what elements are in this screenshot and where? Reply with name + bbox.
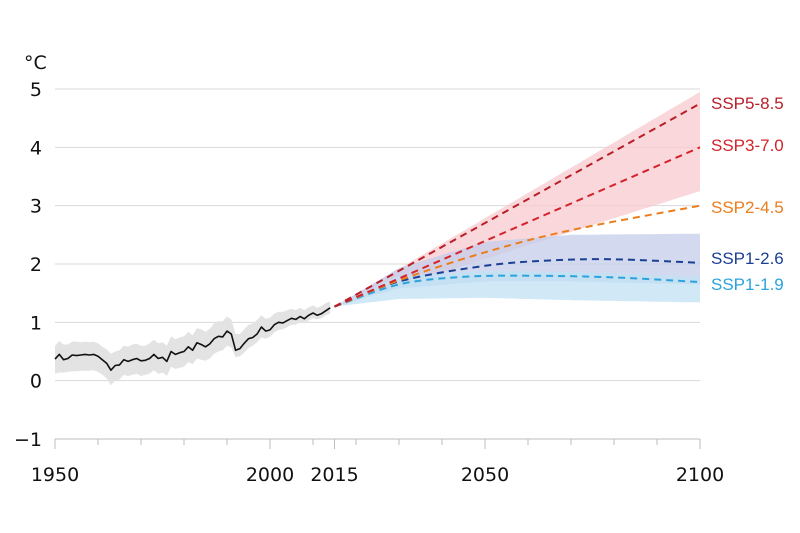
- y-tick-label: 3: [30, 196, 42, 218]
- series-label-ssp3-7.0: SSP3-7.0: [711, 136, 784, 155]
- series-line-ssp5-8.5: [334, 102, 701, 308]
- labels: −1 0 1 2 3 4 5 1950 2000 2015 2050 2100 SSP5-8.5 SSP3…: [14, 79, 784, 486]
- scenario-range-band-0: [334, 91, 700, 307]
- scenario-range-band-1: [334, 233, 700, 307]
- x-tick-label: 2050: [461, 464, 509, 486]
- y-tick-label: −1: [14, 429, 42, 451]
- historical-range-band: [55, 301, 331, 386]
- series-label-ssp2-4.5: SSP2-4.5: [711, 198, 784, 217]
- grid-layer: [55, 88, 700, 382]
- series-label-ssp1-1.9: SSP1-1.9: [711, 275, 784, 294]
- series-label-ssp5-8.5: SSP5-8.5: [711, 94, 784, 113]
- x-tick-label: 2015: [310, 464, 358, 486]
- series-line-ssp1-1.9: [334, 274, 701, 308]
- historical-line: [54, 307, 331, 371]
- x-tick-label: 2000: [246, 464, 294, 486]
- y-axis-unit-label: °C: [24, 52, 47, 74]
- y-tick-label: 4: [30, 137, 42, 159]
- series-line-ssp3-7.0: [334, 146, 701, 308]
- uncertainty-bands: [55, 91, 700, 386]
- scenario-range-band-2: [334, 271, 700, 307]
- series-lines: [54, 102, 701, 371]
- y-tick-label: 5: [30, 79, 42, 101]
- y-tick-label: 1: [30, 312, 42, 334]
- x-axis: [54, 438, 701, 449]
- y-tick-label: 2: [30, 254, 42, 276]
- y-tick-label: 0: [30, 371, 42, 393]
- x-tick-label: 1950: [31, 464, 79, 486]
- series-label-ssp1-2.6: SSP1-2.6: [711, 249, 784, 268]
- x-tick-label: 2100: [676, 464, 724, 486]
